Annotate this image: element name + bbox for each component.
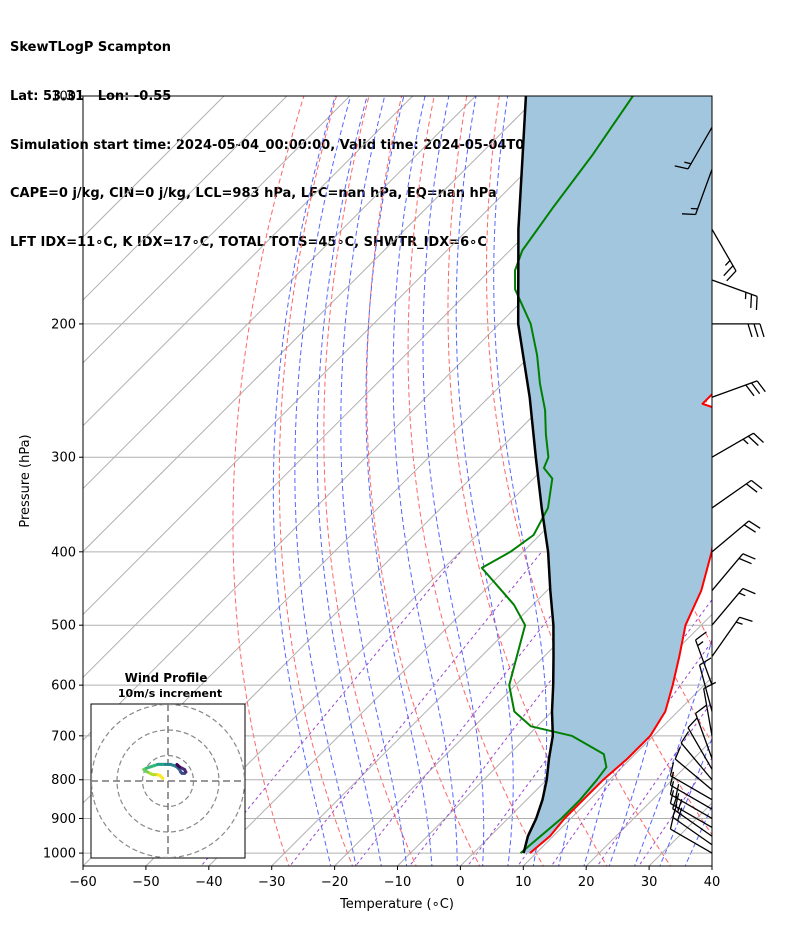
- dry-adiabat: [323, 96, 417, 866]
- mixing-ratio-line: [200, 551, 462, 866]
- moist-adiabat: [272, 96, 336, 866]
- cin-shading: [518, 96, 712, 854]
- isotherm-line: [83, 96, 351, 364]
- wind-barb: [680, 731, 713, 781]
- hodograph-ring: [91, 704, 245, 858]
- mixing-ratio-line: [354, 551, 602, 866]
- dry-adiabat: [407, 96, 544, 866]
- dry-adiabat: [758, 79, 794, 869]
- dry-adiabat: [232, 96, 305, 866]
- y-tick-label: 200: [51, 317, 76, 332]
- stability-line-2: LFT IDX=11∘C, K IDX=17∘C, TOTAL TOTS=45∘…: [10, 234, 487, 250]
- x-tick-label: −60: [69, 875, 96, 890]
- hodograph-trace-segment: [175, 762, 180, 768]
- y-tick-label: 400: [51, 545, 76, 560]
- moist-adiabat: [294, 96, 357, 866]
- mixing-ratio-line: [408, 551, 651, 866]
- dry-adiabat: [366, 96, 481, 866]
- x-tick-label: 10: [515, 875, 532, 890]
- x-tick-label: 40: [704, 875, 721, 890]
- isotherm-line: [83, 96, 477, 490]
- isotherm-line: [83, 96, 414, 427]
- moist-adiabat: [365, 96, 433, 866]
- wind-barb: [711, 587, 756, 626]
- dry-adiabat: [447, 96, 608, 866]
- y-tick-label: 300: [51, 451, 76, 466]
- y-tick-label: 900: [51, 812, 76, 827]
- chart-header: SkewTLogP Scampton Lat: 53.31 Lon: -0.55…: [10, 8, 603, 267]
- x-tick-label: 0: [456, 875, 464, 890]
- wind-barb: [711, 380, 766, 398]
- moist-adiabat: [493, 96, 548, 866]
- moist-adiabat: [392, 96, 458, 866]
- wind-barb: [669, 790, 713, 829]
- isotherm-line: [83, 96, 288, 301]
- x-tick-label: 30: [641, 875, 658, 890]
- isotherm-line: [83, 96, 603, 616]
- wind-barb: [687, 717, 713, 770]
- moist-adiabat: [634, 96, 712, 866]
- location-line: Lat: 53.31 Lon: -0.55: [10, 89, 172, 105]
- dry-adiabat: [278, 96, 354, 866]
- y-tick-label: 600: [51, 679, 76, 694]
- wind-barb: [711, 479, 763, 509]
- wind-barb: [711, 228, 737, 282]
- wind-barb: [674, 127, 713, 170]
- temperature-profile-line: [529, 392, 712, 854]
- mixing-ratio-line: [550, 640, 712, 866]
- y-tick-label: 100: [51, 90, 76, 105]
- wind-barb: [694, 704, 713, 759]
- wind-barb: [711, 432, 764, 458]
- moist-adiabat: [684, 804, 712, 866]
- hodograph-title: Wind Profile: [125, 671, 208, 685]
- dewpoint-profile-line: [480, 96, 634, 854]
- x-axis-label: Temperature (∘C): [339, 897, 454, 912]
- wind-barb: [698, 657, 713, 712]
- mixing-ratio-line: [596, 700, 712, 866]
- isotherm-line: [333, 487, 712, 866]
- isotherm-line: [711, 865, 712, 866]
- wind-barb: [669, 781, 713, 820]
- moist-adiabat: [455, 96, 514, 866]
- wind-barb: [669, 771, 713, 810]
- hodograph-subtitle: 10m/s increment: [118, 687, 222, 700]
- mixing-ratio-line: [289, 551, 543, 866]
- y-tick-label: 1000: [43, 847, 76, 862]
- wind-barb: [711, 520, 761, 553]
- x-tick-label: 20: [578, 875, 595, 890]
- moist-adiabat: [340, 96, 408, 866]
- moist-adiabat: [316, 96, 382, 866]
- mixing-ratio-line: [638, 757, 712, 866]
- y-tick-label: 700: [51, 729, 76, 744]
- wind-barb: [711, 553, 756, 591]
- x-tick-label: −10: [384, 875, 411, 890]
- dry-adiabat: [726, 79, 794, 869]
- dry-adiabat: [791, 79, 794, 869]
- x-tick-label: −30: [258, 875, 285, 890]
- wind-barb: [669, 762, 713, 801]
- wind-barb: [674, 746, 713, 791]
- wind-barb: [694, 631, 713, 686]
- y-axis-label: Pressure (hPa): [18, 434, 33, 527]
- isotherm-line: [83, 96, 225, 238]
- x-tick-label: −50: [132, 875, 159, 890]
- parcel-profile-line: [516, 96, 555, 854]
- moist-adiabat: [422, 96, 485, 866]
- chart-title: SkewTLogP Scampton: [10, 40, 172, 56]
- wind-barb: [712, 323, 765, 338]
- wind-barb: [703, 681, 717, 736]
- isotherm-line: [83, 96, 540, 553]
- x-tick-label: −20: [321, 875, 348, 890]
- y-tick-label: 500: [51, 619, 76, 634]
- stability-line-1: CAPE=0 j/kg, CIN=0 j/kg, LCL=983 hPa, LF…: [10, 186, 497, 202]
- x-tick-label: −40: [195, 875, 222, 890]
- isotherm-line: [396, 550, 712, 866]
- wind-barb: [711, 279, 758, 311]
- wind-barb: [681, 169, 713, 216]
- wind-barb: [711, 616, 753, 657]
- y-tick-label: 800: [51, 773, 76, 788]
